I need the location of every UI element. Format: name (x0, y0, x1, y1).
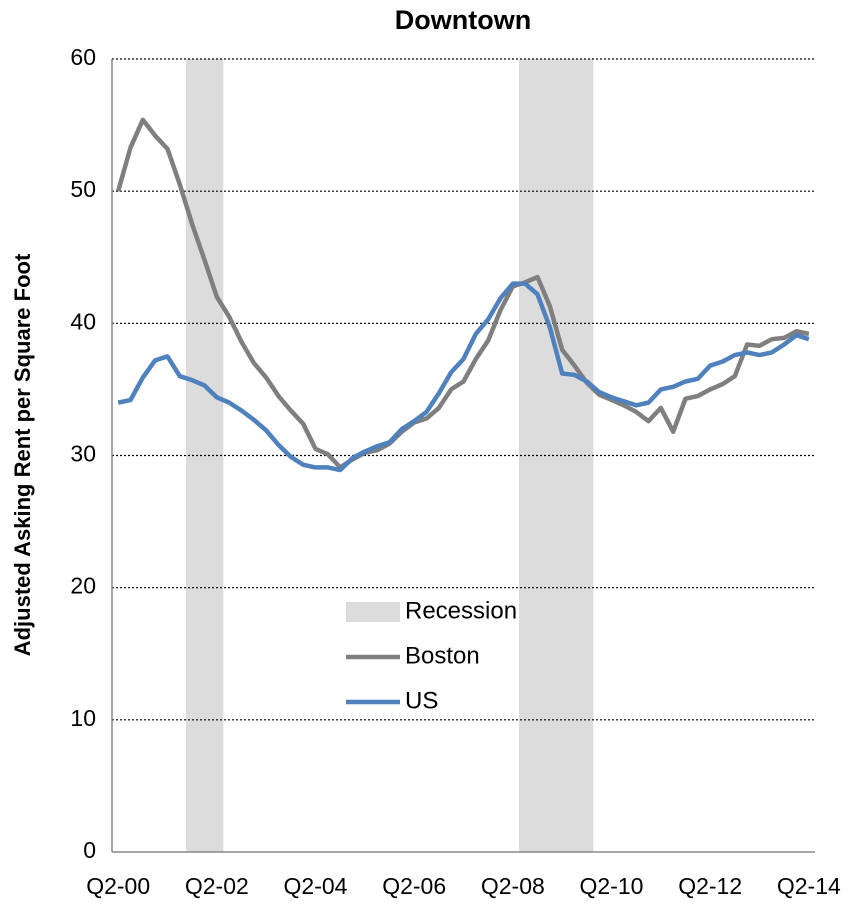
x-tick-label: Q2-14 (777, 873, 841, 899)
y-tick-label: 10 (70, 705, 96, 731)
legend-label: Recession (405, 597, 517, 624)
x-tick-label: Q2-08 (481, 873, 545, 899)
x-tick-label: Q2-00 (86, 873, 150, 899)
recession-bar (568, 59, 581, 852)
recession-bar (556, 59, 569, 852)
legend-label: Boston (405, 642, 480, 669)
y-tick-label: 40 (70, 308, 96, 334)
legend-swatch (346, 602, 400, 622)
chart-title: Downtown (395, 5, 531, 35)
recession-bar (580, 59, 594, 852)
y-tick-label: 50 (70, 176, 96, 202)
y-tick-label: 60 (70, 44, 96, 70)
x-tick-label: Q2-04 (284, 873, 348, 899)
x-tick-label: Q2-12 (678, 873, 742, 899)
series-line (117, 281, 810, 473)
y-axis-label: Adjusted Asking Rent per Square Foot (10, 253, 35, 656)
x-tick-label: Q2-10 (580, 873, 644, 899)
x-tick-label: Q2-02 (185, 873, 249, 899)
grid-layer (111, 58, 815, 853)
y-tick-label: 30 (70, 441, 96, 467)
x-tick-label: Q2-06 (382, 873, 446, 899)
series-line (116, 117, 810, 470)
legend-label: US (405, 687, 438, 714)
legend: Recession Boston US (346, 597, 517, 714)
y-tick-label: 0 (83, 837, 96, 863)
y-tick-label: 20 (70, 573, 96, 599)
line-layer (116, 117, 810, 473)
